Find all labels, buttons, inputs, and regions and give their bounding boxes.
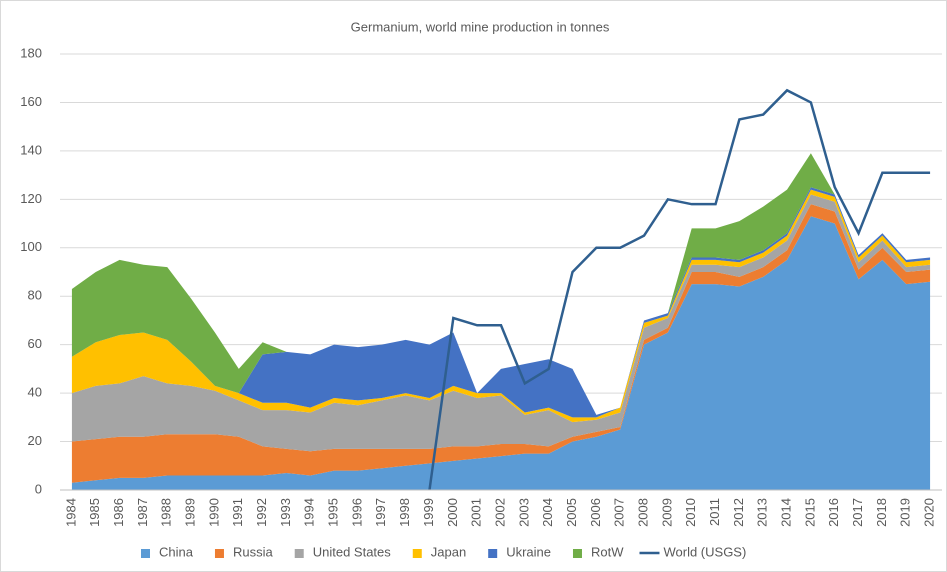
legend-swatch	[572, 549, 582, 558]
x-tick-label: 2004	[540, 498, 555, 527]
legend-label: Ukraine	[506, 544, 551, 559]
x-tick-label: 1991	[230, 498, 245, 527]
x-tick-label: 2010	[683, 498, 698, 527]
x-tick-label: 2000	[445, 498, 460, 527]
x-tick-label: 1989	[183, 498, 198, 527]
legend-swatch	[214, 549, 224, 558]
x-tick-label: 2020	[922, 498, 937, 527]
x-tick-label: 1984	[63, 498, 78, 527]
y-tick-label: 60	[28, 336, 42, 351]
x-tick-label: 1994	[302, 498, 317, 527]
legend-label: Japan	[431, 544, 466, 559]
x-tick-label: 1987	[135, 498, 150, 527]
x-tick-label: 1997	[373, 498, 388, 527]
x-tick-label: 2002	[492, 498, 507, 527]
y-tick-label: 120	[20, 191, 42, 206]
x-tick-label: 2009	[659, 498, 674, 527]
y-tick-label: 20	[28, 433, 42, 448]
x-tick-label: 1986	[111, 498, 126, 527]
legend-swatch	[412, 549, 422, 558]
x-tick-label: 1995	[326, 498, 341, 527]
x-tick-label: 2013	[755, 498, 770, 527]
legend-swatch	[294, 549, 304, 558]
y-tick-label: 140	[20, 142, 42, 157]
area	[71, 216, 931, 491]
area	[71, 187, 931, 418]
x-tick-label: 2015	[802, 498, 817, 527]
area	[71, 194, 931, 452]
line	[428, 88, 931, 491]
legend-label: China	[159, 544, 194, 559]
x-tick-label: 1988	[159, 498, 174, 527]
y-tick-label: 180	[20, 45, 42, 60]
y-tick-label: 100	[20, 239, 42, 254]
x-tick-label: 1992	[254, 498, 269, 527]
x-tick-label: 2017	[850, 498, 865, 527]
legend-swatch	[141, 549, 150, 558]
x-tick-label: 1985	[87, 498, 102, 527]
legend-label: United States	[313, 544, 392, 559]
x-tick-label: 2007	[612, 498, 627, 527]
legend-swatch	[488, 549, 498, 558]
x-tick-label: 2012	[731, 498, 746, 527]
y-tick-label: 40	[28, 385, 42, 400]
legend-label: RotW	[591, 544, 624, 559]
x-tick-label: 1993	[278, 498, 293, 527]
x-tick-label: 2016	[826, 498, 841, 527]
x-tick-label: 2006	[588, 498, 603, 527]
x-tick-label: 2014	[778, 498, 793, 527]
x-tick-label: 2019	[898, 498, 913, 527]
x-tick-label: 2018	[874, 498, 889, 527]
x-tick-label: 1996	[349, 498, 364, 527]
x-tick-label: 2005	[564, 498, 579, 527]
y-tick-label: 160	[20, 94, 42, 109]
x-tick-label: 2001	[469, 498, 484, 527]
x-tick-label: 2003	[516, 498, 531, 527]
x-tick-label: 2011	[707, 498, 722, 526]
legend-label: World (USGS)	[663, 544, 746, 559]
y-tick-label: 80	[28, 288, 42, 303]
area	[71, 204, 931, 483]
x-tick-label: 2008	[635, 498, 650, 527]
legend-label: Russia	[233, 544, 274, 559]
chart-title: Germanium, world mine production in tonn…	[351, 19, 610, 34]
x-tick-label: 1999	[421, 498, 436, 527]
y-tick-label: 0	[35, 481, 42, 496]
x-tick-label: 1998	[397, 498, 412, 527]
x-tick-label: 1990	[206, 498, 221, 527]
